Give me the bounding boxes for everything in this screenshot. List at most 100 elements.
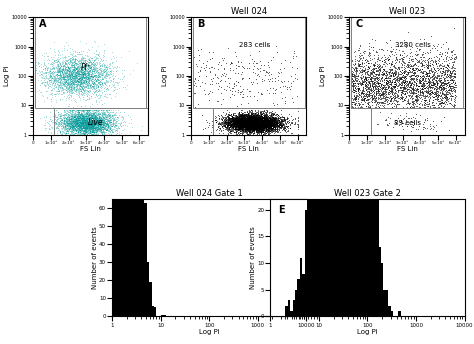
Point: [84, 112, 92, 118]
Point: [105, 113, 113, 119]
Point: [110, 117, 118, 122]
Point: [408, 70, 415, 75]
Point: [255, 118, 263, 123]
Point: [87, 55, 95, 61]
Point: [69, 124, 77, 130]
Point: [270, 119, 278, 125]
Point: [73, 116, 80, 121]
Point: [257, 128, 264, 133]
Point: [243, 124, 250, 129]
Point: [397, 56, 405, 61]
Point: [85, 97, 93, 102]
Point: [249, 128, 257, 133]
Point: [273, 121, 281, 127]
Point: [85, 68, 92, 74]
Point: [425, 55, 433, 61]
Point: [93, 66, 101, 71]
Point: [421, 93, 428, 99]
Point: [232, 123, 239, 129]
Point: [59, 66, 66, 72]
Point: [79, 124, 86, 130]
Point: [419, 86, 426, 92]
Point: [271, 122, 278, 128]
Point: [82, 76, 90, 82]
Point: [248, 119, 256, 125]
Point: [78, 116, 85, 122]
Point: [449, 64, 457, 70]
Point: [250, 110, 257, 116]
Point: [250, 116, 258, 122]
Point: [88, 120, 96, 126]
Point: [77, 112, 84, 117]
Point: [81, 126, 89, 131]
Point: [238, 116, 246, 122]
Point: [118, 70, 126, 75]
Point: [100, 125, 107, 130]
Point: [353, 78, 361, 83]
Point: [71, 117, 78, 122]
Point: [276, 122, 283, 128]
Point: [395, 77, 403, 82]
Point: [372, 92, 380, 97]
Point: [82, 126, 90, 132]
Point: [79, 113, 87, 119]
Point: [76, 117, 83, 123]
Point: [384, 79, 392, 85]
Point: [250, 115, 257, 120]
Point: [244, 124, 252, 130]
Point: [251, 123, 258, 129]
Point: [446, 68, 454, 74]
Point: [48, 92, 55, 98]
Point: [79, 121, 87, 127]
Point: [388, 78, 396, 83]
Point: [255, 121, 263, 127]
Point: [91, 125, 99, 130]
Point: [351, 93, 358, 99]
Point: [251, 119, 258, 125]
Point: [260, 120, 267, 126]
Point: [66, 57, 74, 63]
Point: [90, 78, 97, 83]
Point: [438, 77, 445, 83]
Point: [349, 80, 357, 86]
Point: [265, 120, 273, 125]
Point: [108, 123, 116, 129]
Point: [369, 88, 377, 94]
Point: [253, 118, 260, 123]
Point: [264, 115, 272, 120]
Point: [225, 113, 232, 119]
Point: [73, 66, 80, 72]
Point: [238, 122, 246, 128]
Point: [233, 118, 241, 123]
Point: [246, 120, 253, 126]
Point: [263, 128, 271, 133]
Point: [273, 50, 281, 55]
Point: [251, 123, 259, 129]
Point: [84, 122, 92, 128]
Point: [68, 73, 75, 79]
Point: [400, 85, 408, 91]
Point: [379, 89, 387, 95]
Point: [245, 112, 253, 118]
Point: [66, 74, 73, 79]
Point: [87, 122, 95, 128]
Point: [75, 115, 83, 121]
Point: [407, 123, 415, 129]
Point: [91, 119, 99, 125]
Point: [112, 122, 120, 127]
Point: [394, 105, 402, 111]
Point: [246, 126, 253, 132]
Point: [70, 113, 78, 119]
Point: [243, 126, 250, 131]
Point: [93, 126, 100, 131]
Point: [448, 93, 456, 98]
Point: [64, 111, 72, 117]
Point: [256, 114, 264, 119]
Point: [61, 116, 68, 121]
Point: [91, 120, 99, 126]
Point: [106, 128, 114, 134]
Point: [418, 83, 426, 89]
Point: [80, 108, 88, 114]
Point: [70, 118, 77, 123]
Point: [264, 118, 271, 123]
